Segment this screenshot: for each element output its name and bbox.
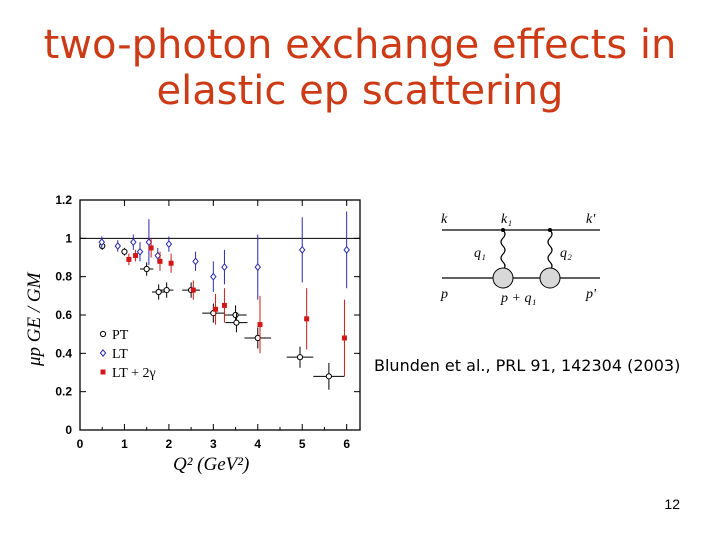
plot-frame xyxy=(79,199,361,431)
marker-circle xyxy=(233,319,240,326)
marker-diamond xyxy=(210,272,217,281)
marker-diamond xyxy=(136,247,144,256)
y-tick-label: 0 xyxy=(65,423,72,437)
slide-number: 12 xyxy=(664,496,680,512)
marker-square xyxy=(126,256,132,262)
marker-circle xyxy=(99,330,107,338)
legend-label: PT xyxy=(112,328,129,343)
marker-square xyxy=(148,245,154,251)
marker-square xyxy=(304,316,310,322)
label-p-prime: p' xyxy=(585,287,597,302)
marker-circle xyxy=(121,248,128,255)
title-line-1: two-photon exchange effects in xyxy=(43,22,677,68)
label-k1: k₁ xyxy=(501,212,512,227)
label-k-prime: k' xyxy=(586,212,596,227)
vertex-k2 xyxy=(548,228,552,232)
marker-circle xyxy=(155,288,162,296)
marker-diamond xyxy=(98,238,106,247)
marker-square xyxy=(100,369,106,375)
chart-marks xyxy=(98,211,350,390)
label-p: p xyxy=(440,287,448,302)
y-tick-label: 1 xyxy=(65,231,72,245)
marker-diamond xyxy=(130,238,137,247)
two-photon-exchange-diagram: k k₁ k' q₁ q₂ p p + q₁ p' xyxy=(440,212,600,306)
vertex-k1 xyxy=(501,228,505,232)
label-q2: q₂ xyxy=(560,246,572,261)
marker-circle xyxy=(232,311,239,319)
x-tick-label: 2 xyxy=(166,437,173,451)
y-axis-label: μp GE / GM xyxy=(24,271,45,367)
x-tick-label: 4 xyxy=(254,437,261,451)
marker-circle xyxy=(325,373,332,380)
chart-legend: PT LT LT + 2γ xyxy=(99,328,156,381)
marker-square xyxy=(190,287,196,293)
chart-frame xyxy=(79,199,361,431)
marker-diamond xyxy=(165,240,173,249)
marker-circle xyxy=(296,354,304,361)
marker-square xyxy=(213,306,219,312)
label-q1: q₁ xyxy=(474,246,486,261)
marker-square xyxy=(157,258,163,264)
x-tick-label: 6 xyxy=(343,437,350,451)
marker-circle xyxy=(143,265,150,273)
x-tick-label: 1 xyxy=(121,437,128,451)
legend-label: LT xyxy=(112,347,128,362)
marker-square xyxy=(221,302,227,308)
marker-square xyxy=(133,253,139,259)
y-tick-label: 0.4 xyxy=(55,346,72,360)
marker-diamond xyxy=(192,257,199,266)
x-tick-label: 3 xyxy=(210,437,217,451)
label-k: k xyxy=(441,212,448,227)
marker-diamond xyxy=(114,242,122,250)
proton-blob-2 xyxy=(539,267,561,289)
chart-ticks: 0 1 2 3 4 5 6 0 0.2 0.4 0.6 0.8 1 1.2 xyxy=(55,193,360,451)
marker-circle xyxy=(163,286,170,294)
legend-label: LT + 2γ xyxy=(112,366,156,381)
y-tick-label: 0.6 xyxy=(55,308,72,322)
y-tick-label: 0.2 xyxy=(55,385,72,399)
y-tick-label: 1.2 xyxy=(55,193,72,207)
x-axis-label: Q² (GeV²) xyxy=(173,454,249,475)
marker-diamond xyxy=(221,263,228,272)
marker-diamond xyxy=(254,263,262,272)
marker-diamond xyxy=(99,349,107,357)
ratio-chart: 0 1 2 3 4 5 6 0 0.2 0.4 0.6 0.8 1 1.2 PT LT LT + 2γ Q² … xyxy=(24,193,361,475)
marker-square xyxy=(341,335,347,341)
marker-diamond xyxy=(298,245,306,254)
x-tick-label: 0 xyxy=(77,437,84,451)
marker-diamond xyxy=(343,245,350,254)
x-tick-label: 5 xyxy=(299,437,306,451)
citation: Blunden et al., PRL 91, 142304 (2003) xyxy=(374,356,681,375)
proton-blob-1 xyxy=(492,267,514,289)
marker-square xyxy=(168,260,174,266)
y-tick-label: 0.8 xyxy=(55,270,72,284)
marker-square xyxy=(257,322,263,328)
label-p-plus-q1: p + q₁ xyxy=(500,291,536,306)
slide-title: two-photon exchange effects in elastic e… xyxy=(0,22,720,114)
title-line-2: elastic ep scattering xyxy=(156,68,564,114)
